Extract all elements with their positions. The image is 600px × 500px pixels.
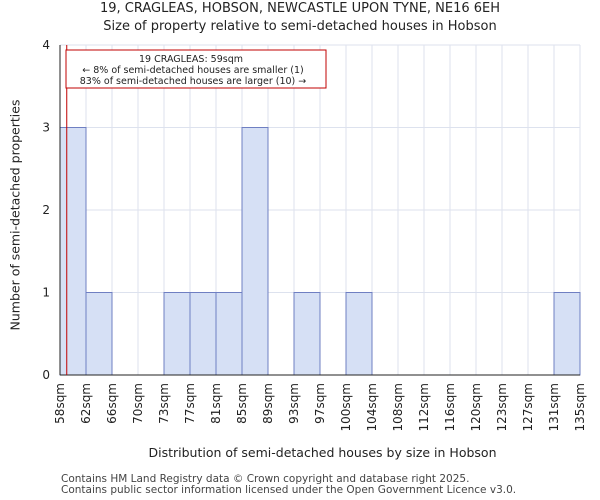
histogram-bar xyxy=(241,127,269,376)
x-tick-label: 93sqm xyxy=(287,383,301,424)
y-tick-label: 0 xyxy=(42,368,50,382)
annotation-text-line: 83% of semi-detached houses are larger (… xyxy=(80,76,307,87)
x-tick-label: 77sqm xyxy=(183,383,197,424)
x-tick-label: 73sqm xyxy=(157,383,171,424)
histogram-bar xyxy=(215,292,243,376)
x-tick-label: 120sqm xyxy=(469,383,483,431)
histogram-bar xyxy=(59,127,87,376)
y-tick-label: 1 xyxy=(42,286,50,300)
x-tick-label: 104sqm xyxy=(365,383,379,431)
bars-layer xyxy=(59,127,581,376)
x-tick-label: 81sqm xyxy=(209,383,223,424)
x-tick-label: 70sqm xyxy=(131,383,145,424)
chart-subtitle: Size of property relative to semi-detach… xyxy=(103,19,497,34)
x-tick-label: 89sqm xyxy=(261,383,275,424)
chart-title: 19, CRAGLEAS, HOBSON, NEWCASTLE UPON TYN… xyxy=(99,1,501,16)
histogram-bar xyxy=(163,292,191,376)
y-tick-label: 4 xyxy=(42,38,50,52)
x-tick-label: 58sqm xyxy=(53,383,67,424)
ticks-layer: 0 1 2 3 4 58sqm 62sqm 66sqm 70sqm 73sqm 77sqm 81sqm… xyxy=(42,38,587,431)
x-tick-label: 62sqm xyxy=(79,383,93,424)
axes-layer xyxy=(59,45,580,376)
x-tick-label: 108sqm xyxy=(391,383,405,431)
x-tick-label: 123sqm xyxy=(495,383,509,431)
annotation-text-line: 19 CRAGLEAS: 59sqm xyxy=(139,54,243,65)
y-tick-label: 2 xyxy=(42,203,50,217)
histogram-bar xyxy=(189,292,217,376)
x-tick-label: 112sqm xyxy=(417,383,431,431)
x-tick-label: 116sqm xyxy=(443,383,457,431)
annotation-box xyxy=(65,49,327,89)
x-tick-label: 100sqm xyxy=(339,383,353,431)
annotation-layer: 19 CRAGLEAS: 59sqm← 8% of semi-detached … xyxy=(65,45,327,375)
x-tick-label: 85sqm xyxy=(235,383,249,424)
histogram-bar xyxy=(293,292,321,376)
x-tick-label: 127sqm xyxy=(521,383,535,431)
y-tick-label: 3 xyxy=(42,121,50,135)
histogram-bar xyxy=(85,292,113,376)
x-tick-label: 135sqm xyxy=(573,383,587,431)
annotation-text-line: ← 8% of semi-detached houses are smaller… xyxy=(82,65,303,76)
footer-licence: Contains public sector information licen… xyxy=(61,484,517,496)
histogram-bar xyxy=(345,292,373,376)
x-tick-label: 97sqm xyxy=(313,383,327,424)
x-axis-label: Distribution of semi-detached houses by … xyxy=(148,445,497,460)
x-tick-label: 131sqm xyxy=(547,383,561,431)
x-tick-label: 66sqm xyxy=(105,383,119,424)
footer-copyright: Contains HM Land Registry data © Crown c… xyxy=(61,473,470,485)
histogram-bar xyxy=(553,292,581,376)
